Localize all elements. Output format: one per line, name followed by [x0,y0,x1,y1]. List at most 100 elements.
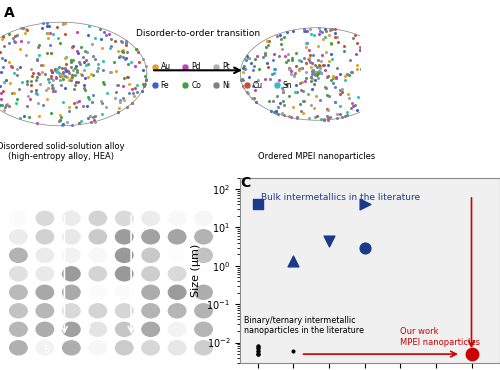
Text: Bulk intermetallics in the literature: Bulk intermetallics in the literature [262,193,420,202]
Text: Our work
MPEI nanoparticles: Our work MPEI nanoparticles [400,327,480,347]
Text: Co: Co [191,81,201,90]
Circle shape [168,211,186,225]
Point [254,351,262,357]
Circle shape [89,248,106,262]
Circle shape [195,211,212,225]
Circle shape [36,230,54,244]
Circle shape [142,230,160,244]
Point [325,238,333,244]
Text: A: A [4,6,15,20]
Circle shape [10,211,27,225]
Text: Ni: Ni [222,81,230,90]
Circle shape [195,230,212,244]
Circle shape [36,267,54,281]
Circle shape [36,285,54,299]
Point [254,346,262,352]
Point [254,351,262,357]
Circle shape [62,230,80,244]
Circle shape [195,267,212,281]
Circle shape [116,304,133,318]
Text: Sublattice B: Sublattice B [101,191,152,200]
Circle shape [168,248,186,262]
Circle shape [10,230,27,244]
Circle shape [116,341,133,355]
Text: C: C [240,176,250,190]
Circle shape [10,341,27,355]
Circle shape [195,248,212,262]
Point [254,346,262,352]
Circle shape [62,285,80,299]
Point [254,348,262,354]
Circle shape [142,341,160,355]
Text: Ordered MPEI nanoparticles: Ordered MPEI nanoparticles [258,152,376,161]
Circle shape [36,304,54,318]
Point [254,343,262,349]
Circle shape [62,304,80,318]
Circle shape [10,285,27,299]
Circle shape [168,322,186,336]
Circle shape [62,341,80,355]
Circle shape [195,304,212,318]
Circle shape [89,285,106,299]
Point [254,201,262,207]
Circle shape [10,304,27,318]
Point [360,201,368,207]
Point [254,343,262,349]
Circle shape [116,230,133,244]
Point [254,351,262,357]
Circle shape [142,285,160,299]
Circle shape [142,322,160,336]
Circle shape [116,211,133,225]
Circle shape [116,285,133,299]
Circle shape [36,322,54,336]
Circle shape [36,341,54,355]
Point [360,245,368,250]
Text: Pt: Pt [222,62,230,71]
Circle shape [195,285,212,299]
Circle shape [10,248,27,262]
Point [290,259,298,265]
Circle shape [62,211,80,225]
Y-axis label: Size (μm): Size (μm) [191,243,201,297]
Circle shape [142,211,160,225]
Point [290,348,298,354]
Text: Disorder-to-order transition: Disorder-to-order transition [136,29,260,38]
Circle shape [142,248,160,262]
Text: Sn: Sn [283,81,292,90]
Circle shape [89,230,106,244]
Circle shape [36,248,54,262]
Circle shape [62,248,80,262]
Text: 5 A: 5 A [44,345,60,355]
Circle shape [89,304,106,318]
Point [254,348,262,354]
Circle shape [10,322,27,336]
Circle shape [89,267,106,281]
Text: Disordered solid-solution alloy
(high-entropy alloy, HEA): Disordered solid-solution alloy (high-en… [0,142,125,161]
Point [468,351,475,357]
Circle shape [89,211,106,225]
Text: Cu: Cu [252,81,262,90]
Text: Fe: Fe [160,81,169,90]
Text: Binary/ternary intermetallic
nanoparticles in the literature: Binary/ternary intermetallic nanoparticl… [244,316,364,335]
Circle shape [195,341,212,355]
Circle shape [62,267,80,281]
Circle shape [62,322,80,336]
Circle shape [168,267,186,281]
Circle shape [10,267,27,281]
Circle shape [168,304,186,318]
Circle shape [116,322,133,336]
Circle shape [89,322,106,336]
Circle shape [142,267,160,281]
Circle shape [168,285,186,299]
Circle shape [89,341,106,355]
Text: Sublattice A: Sublattice A [37,191,88,200]
Circle shape [195,322,212,336]
Circle shape [168,230,186,244]
Text: B: B [7,191,18,205]
Text: Au: Au [160,62,170,71]
Circle shape [116,267,133,281]
Text: Pd: Pd [191,62,200,71]
Circle shape [142,304,160,318]
Circle shape [116,248,133,262]
Circle shape [168,341,186,355]
